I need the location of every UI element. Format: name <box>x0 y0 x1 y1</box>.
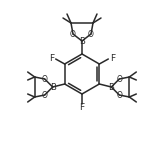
Text: O: O <box>42 75 48 83</box>
Text: F: F <box>110 53 115 63</box>
Text: F: F <box>49 53 54 63</box>
Text: O: O <box>116 75 122 83</box>
Text: B: B <box>50 83 56 91</box>
Text: O: O <box>116 91 122 99</box>
Text: F: F <box>79 103 85 113</box>
Text: O: O <box>70 30 76 38</box>
Text: B: B <box>108 83 114 91</box>
Text: O: O <box>88 30 94 38</box>
Text: B: B <box>79 36 85 45</box>
Text: O: O <box>42 91 48 99</box>
